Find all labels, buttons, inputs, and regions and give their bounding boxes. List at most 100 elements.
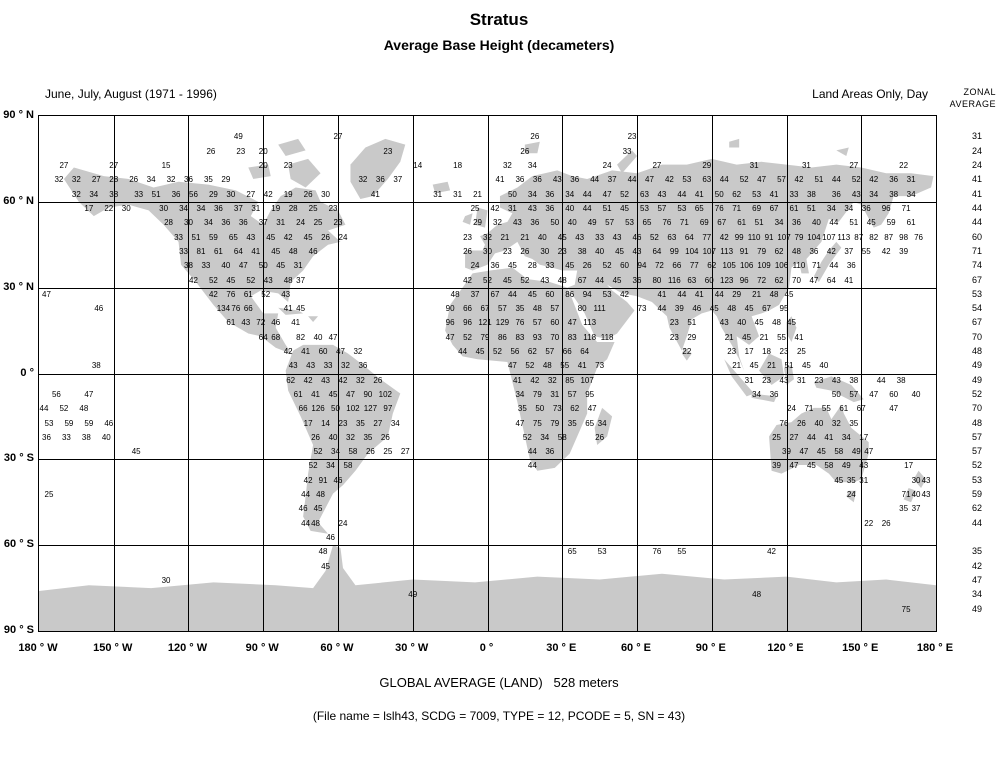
- grid-value: 40: [567, 218, 577, 228]
- grid-value: 66: [672, 261, 682, 271]
- grid-value: 31: [276, 218, 286, 228]
- grid-value: 76: [652, 547, 662, 557]
- grid-value: 33: [179, 246, 188, 256]
- grid-value: 45: [866, 218, 876, 228]
- grid-value: 38: [577, 246, 587, 256]
- grid-value: 52: [525, 361, 535, 371]
- zonal-average-value: 74: [971, 260, 982, 271]
- grid-value: 102: [346, 404, 360, 414]
- grid-value: 113: [583, 318, 597, 328]
- grid-value: 76: [226, 289, 236, 299]
- grid-value: 50: [331, 404, 340, 414]
- period-label: June, July, August (1971 - 1996): [45, 87, 217, 101]
- grid-value: 118: [583, 332, 597, 342]
- grid-value: 23: [762, 375, 772, 385]
- grid-value: 41: [694, 289, 704, 299]
- grid-value: 51: [191, 232, 201, 242]
- grid-value: 68: [271, 332, 281, 342]
- grid-value: 52: [520, 275, 530, 285]
- grid-value: 26: [373, 375, 383, 385]
- grid-value: 34: [203, 218, 213, 228]
- grid-value: 49: [408, 590, 418, 600]
- grid-value: 45: [787, 318, 796, 328]
- zonal-average-value: 71: [971, 245, 982, 256]
- grid-value: 37: [393, 175, 403, 185]
- grid-value: 61: [213, 246, 223, 256]
- grid-value: 51: [784, 361, 794, 371]
- grid-value: 29: [221, 175, 231, 185]
- grid-value: 56: [510, 347, 520, 357]
- grid-value: 34: [906, 189, 916, 199]
- zonal-average-value: 24: [971, 160, 982, 171]
- island-ireland: [462, 213, 473, 225]
- grid-value: 47: [587, 404, 597, 414]
- grid-value: 45: [749, 361, 759, 371]
- grid-value: 49: [841, 461, 851, 471]
- zonal-average-value: 44: [971, 202, 982, 213]
- grid-value: 43: [779, 375, 789, 385]
- grid-value: 69: [752, 203, 762, 213]
- island-victoria: [248, 164, 271, 179]
- grid-value: 52: [246, 275, 256, 285]
- continent-south-america: [285, 344, 401, 534]
- grid-value: 35: [567, 418, 577, 428]
- grid-value: 43: [512, 218, 522, 228]
- grid-value: 52: [59, 404, 69, 414]
- grid-value: 40: [328, 432, 338, 442]
- page-title: Stratus: [469, 10, 529, 29]
- grid-value: 48: [316, 490, 325, 500]
- grid-value: 52: [463, 332, 473, 342]
- grid-value: 71: [901, 203, 911, 213]
- grid-value: 36: [358, 361, 368, 371]
- grid-value: 73: [637, 304, 647, 314]
- grid-value: 25: [308, 203, 318, 213]
- grid-value: 32: [54, 175, 64, 185]
- grid-value: 57: [545, 347, 555, 357]
- grid-value: 52: [483, 275, 492, 285]
- grid-value: 47: [567, 318, 577, 328]
- grid-value: 99: [669, 246, 679, 256]
- grid-value: 58: [834, 447, 844, 457]
- grid-value: 48: [557, 275, 567, 285]
- grid-value: 70: [550, 332, 560, 342]
- grid-value: 64: [826, 275, 836, 285]
- grid-value: 34: [527, 161, 537, 171]
- grid-value: 52: [313, 447, 323, 457]
- grid-value: 44: [507, 289, 517, 299]
- grid-value: 47: [869, 389, 879, 399]
- grid-value: 42: [490, 203, 500, 213]
- grid-value: 42: [826, 246, 836, 256]
- grid-value: 60: [620, 261, 629, 271]
- grid-value: 55: [677, 547, 687, 557]
- grid-value: 45: [557, 232, 567, 242]
- island-cuba: [278, 307, 304, 315]
- grid-value: 32: [831, 418, 841, 428]
- grid-value: 43: [321, 375, 330, 385]
- grid-value: 75: [901, 604, 911, 614]
- grid-value: 33: [134, 189, 144, 199]
- grid-value: 47: [809, 275, 819, 285]
- grid-value: 31: [550, 389, 560, 399]
- grid-value: 22: [682, 347, 692, 357]
- x-axis-tick-label: 150 ° E: [842, 642, 879, 654]
- grid-value: 23: [338, 418, 348, 428]
- grid-value: 41: [283, 304, 293, 314]
- zonal-average-value: 31: [971, 131, 982, 142]
- grid-value: 31: [507, 203, 517, 213]
- grid-value: 118: [600, 332, 614, 342]
- grid-value: 36: [831, 189, 841, 199]
- grid-value: 34: [752, 389, 762, 399]
- x-axis-tick-label: 180 ° W: [18, 642, 58, 654]
- grid-value: 48: [311, 518, 321, 528]
- grid-value: 57: [657, 203, 667, 213]
- grid-value: 34: [540, 432, 550, 442]
- grid-value: 44: [831, 175, 841, 185]
- file-info-label: (File name = lslh43, SCDG = 7009, TYPE =…: [312, 709, 686, 723]
- grid-value: 56: [189, 189, 198, 199]
- grid-value: 36: [792, 218, 801, 228]
- grid-value: 53: [44, 418, 54, 428]
- grid-value: 50: [535, 404, 545, 414]
- grid-value: 21: [767, 361, 776, 371]
- grid-value: 27: [109, 161, 119, 171]
- grid-value: 38: [806, 189, 816, 199]
